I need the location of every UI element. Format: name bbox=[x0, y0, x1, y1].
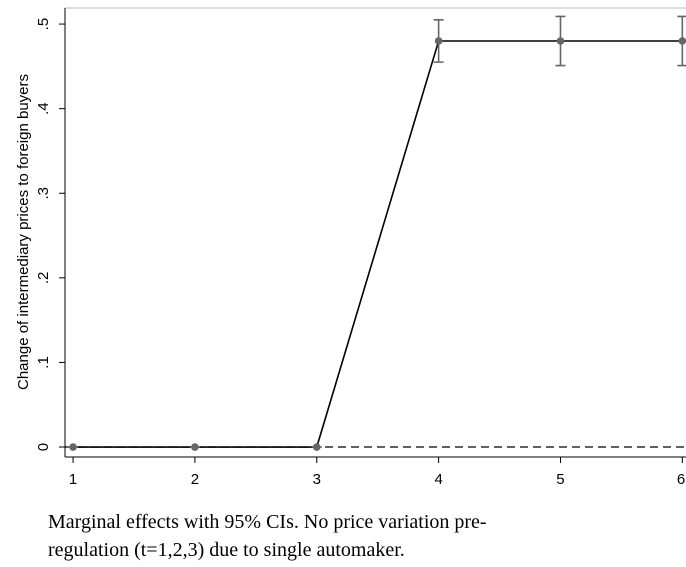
marker bbox=[312, 443, 321, 451]
marker bbox=[556, 37, 565, 45]
y-tick-label: .1 bbox=[35, 356, 52, 369]
caption: Marginal effects with 95% CIs. No price … bbox=[48, 508, 487, 564]
x-tick-label: 2 bbox=[191, 471, 199, 488]
marker bbox=[191, 443, 199, 451]
line bbox=[73, 40, 683, 448]
marker bbox=[678, 37, 686, 45]
marker bbox=[69, 443, 77, 451]
y-tick-label: .4 bbox=[35, 102, 52, 115]
y-tick-label: 0 bbox=[35, 443, 52, 451]
y-tick-label: .5 bbox=[35, 18, 52, 31]
x-tick-label: 4 bbox=[434, 471, 442, 488]
y-tick-label: .3 bbox=[35, 187, 52, 200]
y-axis-label: Change of intermediary prices to foreign… bbox=[15, 74, 32, 390]
marker bbox=[434, 37, 443, 45]
caption-line: regulation (t=1,2,3) due to single autom… bbox=[48, 539, 405, 561]
caption-line: Marginal effects with 95% CIs. No price … bbox=[48, 511, 487, 533]
x-tick-label: 3 bbox=[313, 471, 321, 488]
x-tick-label: 5 bbox=[556, 471, 564, 488]
x-tick-label: 6 bbox=[677, 471, 685, 488]
y-tick-label: .2 bbox=[35, 272, 52, 285]
chart: Change of intermediary prices to foreign… bbox=[15, 7, 686, 488]
x-tick-label: 1 bbox=[69, 471, 77, 488]
